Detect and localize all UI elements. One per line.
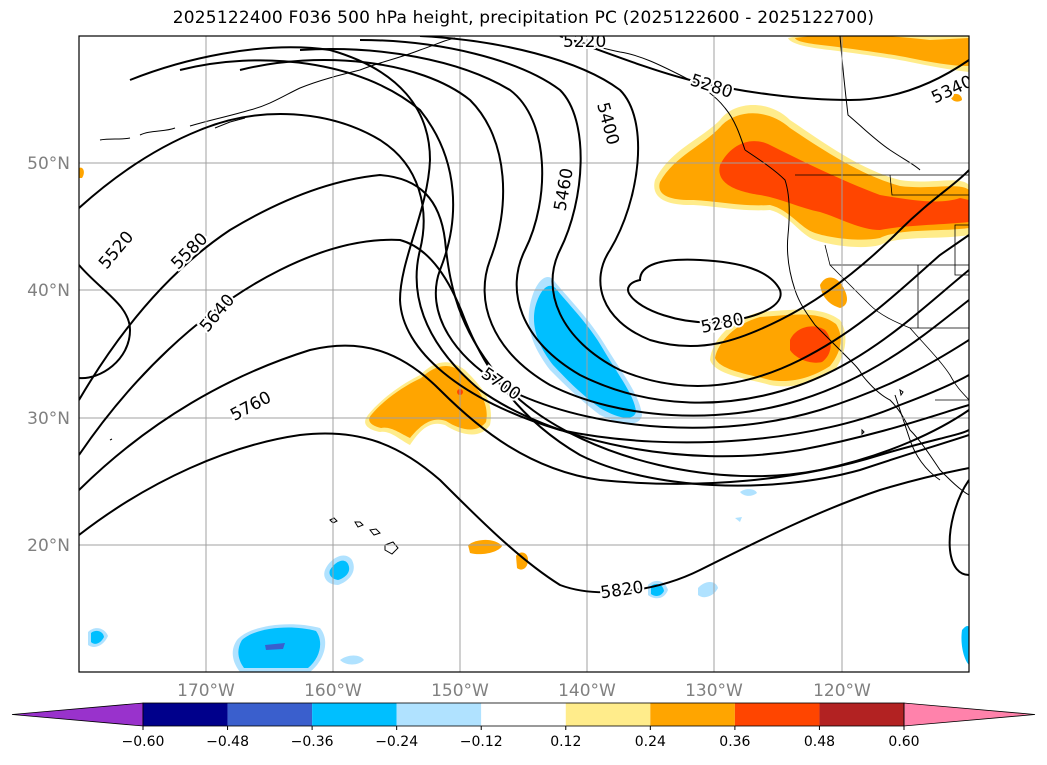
- colorbar-box: [143, 703, 228, 726]
- precip-positive-shading: [79, 36, 969, 570]
- colorbar: −0.60 −0.48 −0.36 −0.24 −0.12 0.12 0.24 0.36 0.4…: [11, 702, 1036, 750]
- lon-label-120w: 120°W: [813, 681, 871, 701]
- colorbar-extend-high: [903, 702, 1036, 727]
- colorbar-tick-label: 0.24: [635, 734, 666, 750]
- colorbar-tick-label: −0.24: [375, 734, 418, 750]
- colorbar-tick-label: 0.12: [550, 734, 581, 750]
- precip-negative-shading: [88, 276, 969, 672]
- map-frame: [78, 35, 970, 673]
- map-plot-area: 5220 5280 5340 5400 5460 5520 5580 5640 …: [79, 32, 969, 672]
- colorbar-box: [819, 703, 904, 726]
- lon-label-140w: 140°W: [558, 681, 616, 701]
- lon-label-160w: 160°W: [304, 681, 362, 701]
- coastlines: [99, 36, 969, 555]
- lat-label-50n: 50°N: [27, 154, 70, 174]
- lon-label-150w: 150°W: [431, 681, 489, 701]
- map-title: 2025122400 F036 500 hPa height, precipit…: [172, 8, 875, 28]
- colorbar-box: [312, 703, 397, 726]
- colorbar-box: [481, 703, 566, 726]
- colorbar-extend-low: [11, 702, 144, 727]
- graticule: [79, 36, 969, 672]
- colorbar-tick-label: −0.12: [460, 734, 503, 750]
- lat-label-20n: 20°N: [27, 536, 70, 556]
- colorbar-box: [650, 703, 735, 726]
- colorbar-tick-label: −0.36: [291, 734, 334, 750]
- colorbar-tick-label: −0.60: [122, 734, 165, 750]
- latitude-labels: 50°N 40°N 30°N 20°N: [27, 154, 70, 556]
- contour-label-5220: 5220: [563, 32, 606, 52]
- lon-label-130w: 130°W: [685, 681, 743, 701]
- lon-label-170w: 170°W: [177, 681, 235, 701]
- height-contours: [79, 36, 969, 594]
- colorbar-tick-label: 0.48: [804, 734, 835, 750]
- colorbar-tick-label: 0.36: [719, 734, 750, 750]
- lat-label-30n: 30°N: [27, 409, 70, 429]
- colorbar-box: [227, 703, 313, 726]
- colorbar-box: [565, 703, 651, 726]
- colorbar-tick-label: −0.48: [206, 734, 249, 750]
- longitude-labels: 170°W 160°W 150°W 140°W 130°W 120°W: [177, 681, 871, 701]
- colorbar-box: [734, 703, 820, 726]
- colorbar-tick-label: 0.60: [888, 734, 919, 750]
- lat-label-40n: 40°N: [27, 281, 70, 301]
- colorbar-box: [396, 703, 482, 726]
- colorbar-frame: [142, 702, 905, 727]
